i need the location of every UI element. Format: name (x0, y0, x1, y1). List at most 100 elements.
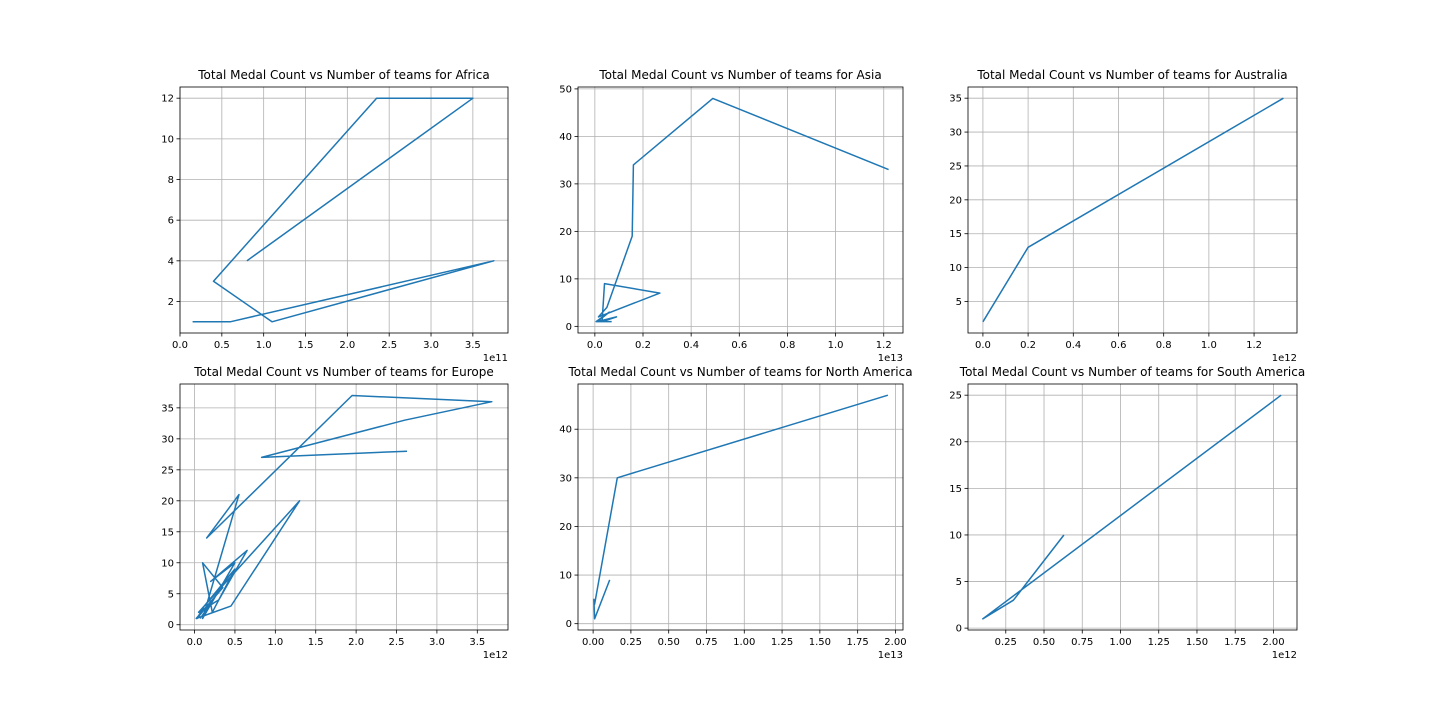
x-tick-label: 0.5 (227, 637, 243, 648)
x-tick-label: 0.5 (214, 340, 230, 351)
chart-title: Total Medal Count vs Number of teams for… (193, 365, 493, 379)
y-tick-label: 0 (566, 322, 572, 333)
x-tick-label: 1.5 (308, 637, 324, 648)
y-tick-label: 10 (161, 558, 174, 569)
x-tick-label: 2.5 (381, 340, 397, 351)
y-tick-label: 15 (161, 527, 174, 538)
x-tick-label: 0.75 (1071, 637, 1093, 648)
y-tick-label: 10 (559, 571, 572, 582)
x-tick-label: 1.25 (1148, 637, 1170, 648)
chart-title: Total Medal Count vs Number of teams for… (197, 68, 489, 82)
axes-frame (577, 383, 904, 631)
series-line (982, 394, 1282, 620)
y-tick-label: 10 (949, 530, 962, 541)
x-tick-label: 1.00 (733, 637, 755, 648)
chart-title: Total Medal Count vs Number of teams for… (598, 68, 881, 82)
y-tick-label: 20 (559, 522, 572, 533)
x-offset-label: 1e12 (1272, 353, 1297, 364)
y-tick-label: 5 (956, 577, 962, 588)
y-tick-label: 4 (168, 256, 174, 267)
chart-panel: 0.0 0.5 1.0 1.5 2.0 2.5 3.0 3.5 2 4 6 8 10 12 1e11 Tota… (161, 68, 509, 364)
chart-title: Total Medal Count vs Number of teams for… (959, 365, 1305, 379)
axes-frame (967, 86, 1298, 334)
x-tick-label: 2.0 (348, 637, 364, 648)
x-tick-label: 0.50 (658, 637, 680, 648)
x-offset-label: 1e12 (483, 650, 508, 661)
y-tick-label: 40 (559, 132, 572, 143)
axes-frame (179, 383, 509, 631)
x-tick-label: 0.25 (995, 637, 1017, 648)
x-offset-label: 1e12 (1272, 650, 1297, 661)
y-tick-label: 35 (161, 403, 174, 414)
y-tick-label: 25 (949, 161, 962, 172)
chart-panel: 0.25 0.50 0.75 1.00 1.25 1.50 1.75 2.00 0 5 10 15 20… (949, 365, 1305, 661)
x-tick-label: 0.0 (187, 637, 203, 648)
x-tick-label: 1.25 (771, 637, 793, 648)
x-tick-label: 1.75 (847, 637, 869, 648)
y-tick-label: 0 (956, 624, 962, 635)
x-tick-label: 0.50 (1033, 637, 1055, 648)
x-tick-label: 0.6 (731, 340, 747, 351)
x-tick-label: 0.4 (683, 340, 699, 351)
x-tick-label: 0.0 (975, 340, 991, 351)
chart-panel: 0.00 0.25 0.50 0.75 1.00 1.25 1.50 1.75 2.00 0 10 2… (559, 365, 912, 661)
x-tick-label: 1.5 (298, 340, 314, 351)
chart-title: Total Medal Count vs Number of teams for… (567, 365, 912, 379)
x-tick-label: 0.6 (1111, 340, 1127, 351)
x-tick-label: 1.0 (1201, 340, 1217, 351)
x-tick-label: 1.2 (1246, 340, 1262, 351)
x-tick-label: 0.8 (779, 340, 795, 351)
series-line (982, 97, 1284, 323)
x-tick-label: 2.00 (1262, 637, 1284, 648)
x-tick-label: 0.2 (1020, 340, 1036, 351)
y-tick-label: 30 (559, 179, 572, 190)
chart-panel: 0.0 0.5 1.0 1.5 2.0 2.5 3.0 3.5 0 5 10 15 20 25 30 35 1e… (161, 365, 509, 661)
y-tick-label: 15 (949, 229, 962, 240)
x-tick-label: 3.5 (469, 637, 485, 648)
y-tick-label: 20 (161, 496, 174, 507)
series-line (195, 394, 493, 620)
x-tick-label: 0.00 (582, 637, 604, 648)
y-tick-label: 20 (559, 227, 572, 238)
y-tick-label: 20 (949, 195, 962, 206)
x-tick-label: 3.0 (423, 340, 439, 351)
series-line (192, 97, 495, 323)
y-tick-label: 30 (949, 128, 962, 139)
y-tick-label: 5 (956, 297, 962, 308)
x-tick-label: 3.5 (465, 340, 481, 351)
x-offset-label: 1e13 (878, 353, 903, 364)
x-tick-label: 0.0 (587, 340, 603, 351)
y-tick-label: 10 (161, 134, 174, 145)
y-tick-label: 15 (949, 484, 962, 495)
y-tick-label: 25 (949, 391, 962, 402)
y-tick-label: 10 (949, 263, 962, 274)
y-tick-label: 20 (949, 437, 962, 448)
x-tick-label: 3.0 (429, 637, 445, 648)
x-tick-label: 0.25 (620, 637, 642, 648)
x-tick-label: 1.2 (876, 340, 892, 351)
x-tick-label: 1.0 (256, 340, 272, 351)
x-tick-label: 0.2 (635, 340, 651, 351)
axes-frame (179, 86, 509, 334)
y-tick-label: 40 (559, 425, 572, 436)
y-tick-label: 35 (949, 94, 962, 105)
y-tick-label: 0 (168, 620, 174, 631)
x-tick-label: 1.50 (1186, 637, 1208, 648)
x-tick-label: 2.5 (389, 637, 405, 648)
x-tick-label: 0.0 (172, 340, 188, 351)
y-tick-label: 0 (566, 619, 572, 630)
y-tick-label: 5 (168, 589, 174, 600)
y-tick-label: 50 (559, 84, 572, 95)
x-tick-label: 1.75 (1224, 637, 1246, 648)
x-tick-label: 1.0 (267, 637, 283, 648)
series-line (595, 97, 889, 323)
y-tick-label: 10 (559, 274, 572, 285)
y-tick-label: 25 (161, 465, 174, 476)
chart-title: Total Medal Count vs Number of teams for… (976, 68, 1287, 82)
x-tick-label: 0.4 (1065, 340, 1081, 351)
x-tick-label: 1.00 (1109, 637, 1131, 648)
x-tick-label: 1.50 (809, 637, 831, 648)
chart-panel: 0.0 0.2 0.4 0.6 0.8 1.0 1.2 0 10 20 30 40 50 1e13 Tota… (559, 68, 904, 364)
x-tick-label: 0.8 (1156, 340, 1172, 351)
